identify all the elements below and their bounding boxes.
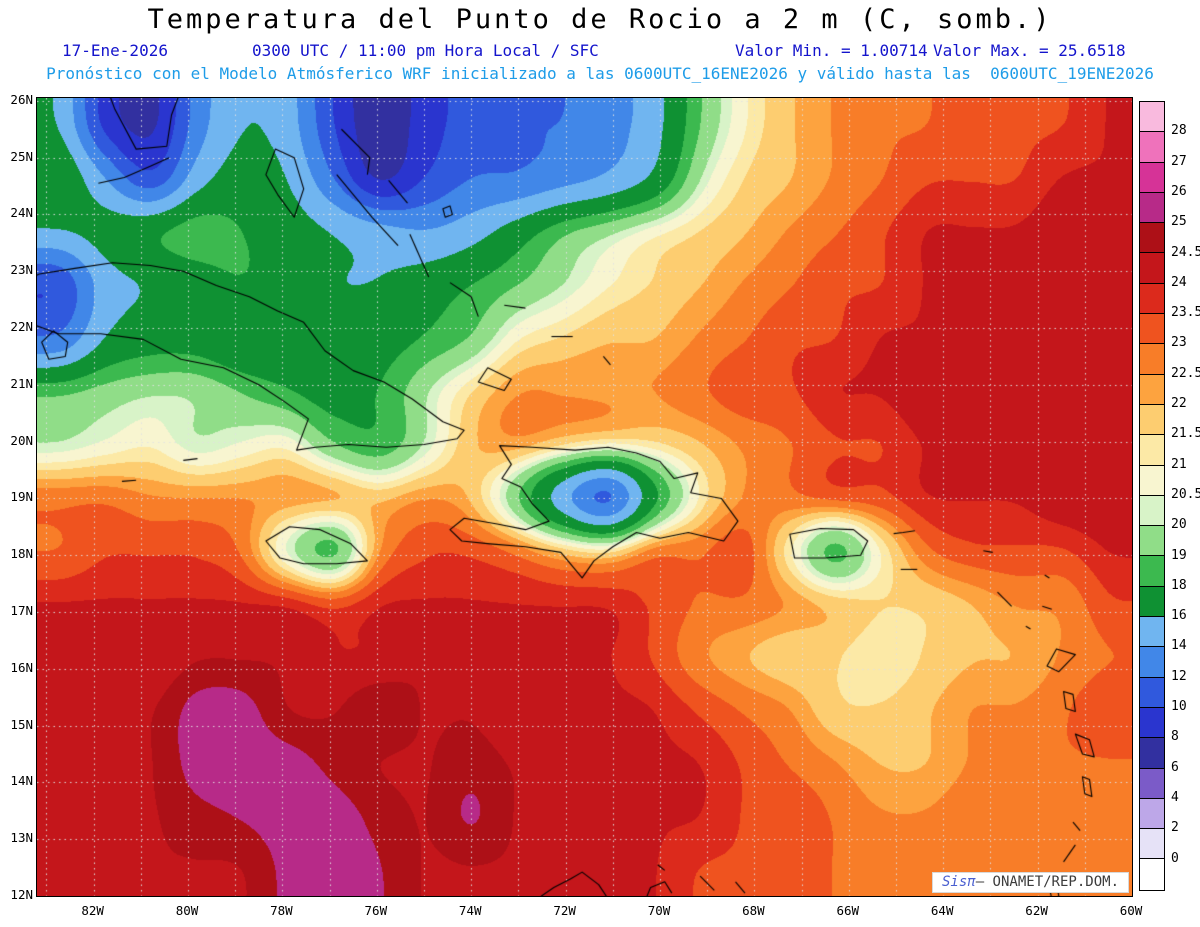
colorbar-cell bbox=[1140, 859, 1164, 890]
colorbar-cell bbox=[1140, 617, 1164, 648]
validity-line: 17-Ene-2026 0300 UTC / 11:00 pm Hora Loc… bbox=[0, 41, 1200, 61]
colorbar bbox=[1139, 101, 1165, 891]
lon-tick-label: 64W bbox=[930, 903, 954, 918]
colorbar-tick-label: 12 bbox=[1171, 668, 1187, 684]
colorbar-cell bbox=[1140, 253, 1164, 284]
colorbar-tick-label: 28 bbox=[1171, 123, 1187, 139]
lat-tick-label: 17N bbox=[10, 603, 33, 618]
colorbar-cell bbox=[1140, 283, 1164, 315]
colorbar-cell bbox=[1140, 798, 1164, 830]
colorbar-tick-label: 18 bbox=[1171, 577, 1187, 593]
colorbar-cell bbox=[1140, 556, 1164, 587]
colorbar-tick-label: 20 bbox=[1171, 517, 1187, 533]
page-title: Temperatura del Punto de Rocio a 2 m (C,… bbox=[147, 4, 1053, 35]
colorbar-cell bbox=[1140, 647, 1164, 678]
colorbar-tick-label: 10 bbox=[1171, 699, 1187, 714]
colorbar-tick-label: 24.5 bbox=[1171, 244, 1200, 260]
colorbar-cell bbox=[1140, 102, 1164, 133]
dewpoint-contour-canvas bbox=[37, 98, 1132, 896]
lat-tick-label: 16N bbox=[10, 659, 33, 675]
colorbar-cell bbox=[1140, 344, 1164, 375]
colorbar-cell bbox=[1140, 374, 1164, 405]
value-max-label: Valor Max. = 25.6518 bbox=[933, 41, 1126, 60]
lat-tick-label: 20N bbox=[10, 432, 33, 448]
lat-tick-label: 13N bbox=[10, 830, 33, 846]
colorbar-tick-label: 24 bbox=[1171, 274, 1187, 290]
watermark: Sisπ– ONAMET/REP.DOM. bbox=[931, 872, 1129, 893]
lon-tick-label: 68W bbox=[742, 903, 765, 918]
colorbar-tick-label: 8 bbox=[1171, 729, 1179, 745]
value-min-label: Valor Min. = 1.00714 bbox=[735, 41, 928, 60]
lon-tick-label: 72W bbox=[553, 903, 576, 918]
colorbar-cell bbox=[1140, 495, 1164, 527]
colorbar-cell bbox=[1140, 132, 1164, 163]
lat-tick-label: 23N bbox=[10, 262, 33, 278]
colorbar-cell bbox=[1140, 223, 1164, 254]
lat-tick-label: 12N bbox=[10, 887, 33, 902]
colorbar-tick-label: 19 bbox=[1171, 547, 1187, 563]
lat-tick-label: 24N bbox=[10, 205, 33, 221]
colorbar-cell bbox=[1140, 768, 1164, 799]
lat-tick-label: 26N bbox=[10, 91, 33, 107]
map-plot-area: Sisπ– ONAMET/REP.DOM. bbox=[36, 97, 1133, 897]
lon-tick-label: 60W bbox=[1119, 903, 1143, 918]
colorbar-cell bbox=[1140, 192, 1164, 224]
lon-tick-label: 70W bbox=[647, 903, 671, 918]
colorbar-tick-label: 2 bbox=[1171, 820, 1179, 836]
colorbar-tick-label: 21.5 bbox=[1171, 426, 1200, 442]
lat-tick-label: 14N bbox=[10, 773, 33, 789]
model-info-line: Pronóstico con el Modelo Atmósferico WRF… bbox=[46, 64, 1154, 83]
watermark-brand: Sisπ bbox=[941, 874, 976, 890]
colorbar-tick-label: 22 bbox=[1171, 396, 1187, 411]
colorbar-tick-label: 25 bbox=[1171, 214, 1187, 230]
colorbar-tick-label: 21 bbox=[1171, 456, 1187, 472]
colorbar-tick-label: 16 bbox=[1171, 608, 1187, 624]
colorbar-cell bbox=[1140, 738, 1164, 769]
lat-tick-label: 18N bbox=[10, 546, 33, 562]
lon-tick-label: 66W bbox=[836, 903, 860, 918]
colorbar-cell bbox=[1140, 404, 1164, 436]
lat-tick-label: 15N bbox=[10, 716, 33, 732]
lat-tick-label: 25N bbox=[10, 148, 33, 164]
colorbar-tick-label: 4 bbox=[1171, 789, 1179, 805]
colorbar-cell bbox=[1140, 677, 1164, 708]
colorbar-cell bbox=[1140, 162, 1164, 193]
lon-tick-label: 62W bbox=[1025, 903, 1048, 918]
colorbar-tick-label: 6 bbox=[1171, 759, 1179, 775]
lat-tick-label: 21N bbox=[10, 375, 33, 391]
lat-tick-label: 19N bbox=[10, 489, 33, 505]
lon-tick-label: 80W bbox=[175, 903, 199, 918]
colorbar-tick-label: 23 bbox=[1171, 335, 1187, 351]
colorbar-cell bbox=[1140, 465, 1164, 496]
colorbar-cell bbox=[1140, 435, 1164, 466]
lon-tick-label: 82W bbox=[81, 903, 104, 918]
lon-tick-label: 76W bbox=[364, 903, 388, 918]
colorbar-tick-label: 20.5 bbox=[1171, 486, 1200, 502]
colorbar-cell bbox=[1140, 314, 1164, 345]
colorbar-tick-label: 26 bbox=[1171, 183, 1187, 199]
lon-tick-label: 78W bbox=[270, 903, 293, 918]
lat-tick-label: 22N bbox=[10, 319, 33, 335]
forecast-hour: 0300 UTC / 11:00 pm Hora Local / SFC bbox=[252, 41, 599, 60]
colorbar-tick-label: 14 bbox=[1171, 638, 1187, 654]
colorbar-cell bbox=[1140, 707, 1164, 739]
colorbar-cell bbox=[1140, 586, 1164, 618]
forecast-date: 17-Ene-2026 bbox=[62, 41, 168, 60]
colorbar-cell bbox=[1140, 829, 1164, 860]
lon-tick-label: 74W bbox=[458, 903, 482, 918]
colorbar-tick-label: 22.5 bbox=[1171, 365, 1200, 381]
watermark-text: – ONAMET/REP.DOM. bbox=[975, 874, 1119, 890]
colorbar-tick-label: 0 bbox=[1171, 850, 1179, 866]
colorbar-tick-label: 27 bbox=[1171, 153, 1187, 169]
colorbar-tick-label: 23.5 bbox=[1171, 305, 1200, 321]
colorbar-cell bbox=[1140, 526, 1164, 557]
